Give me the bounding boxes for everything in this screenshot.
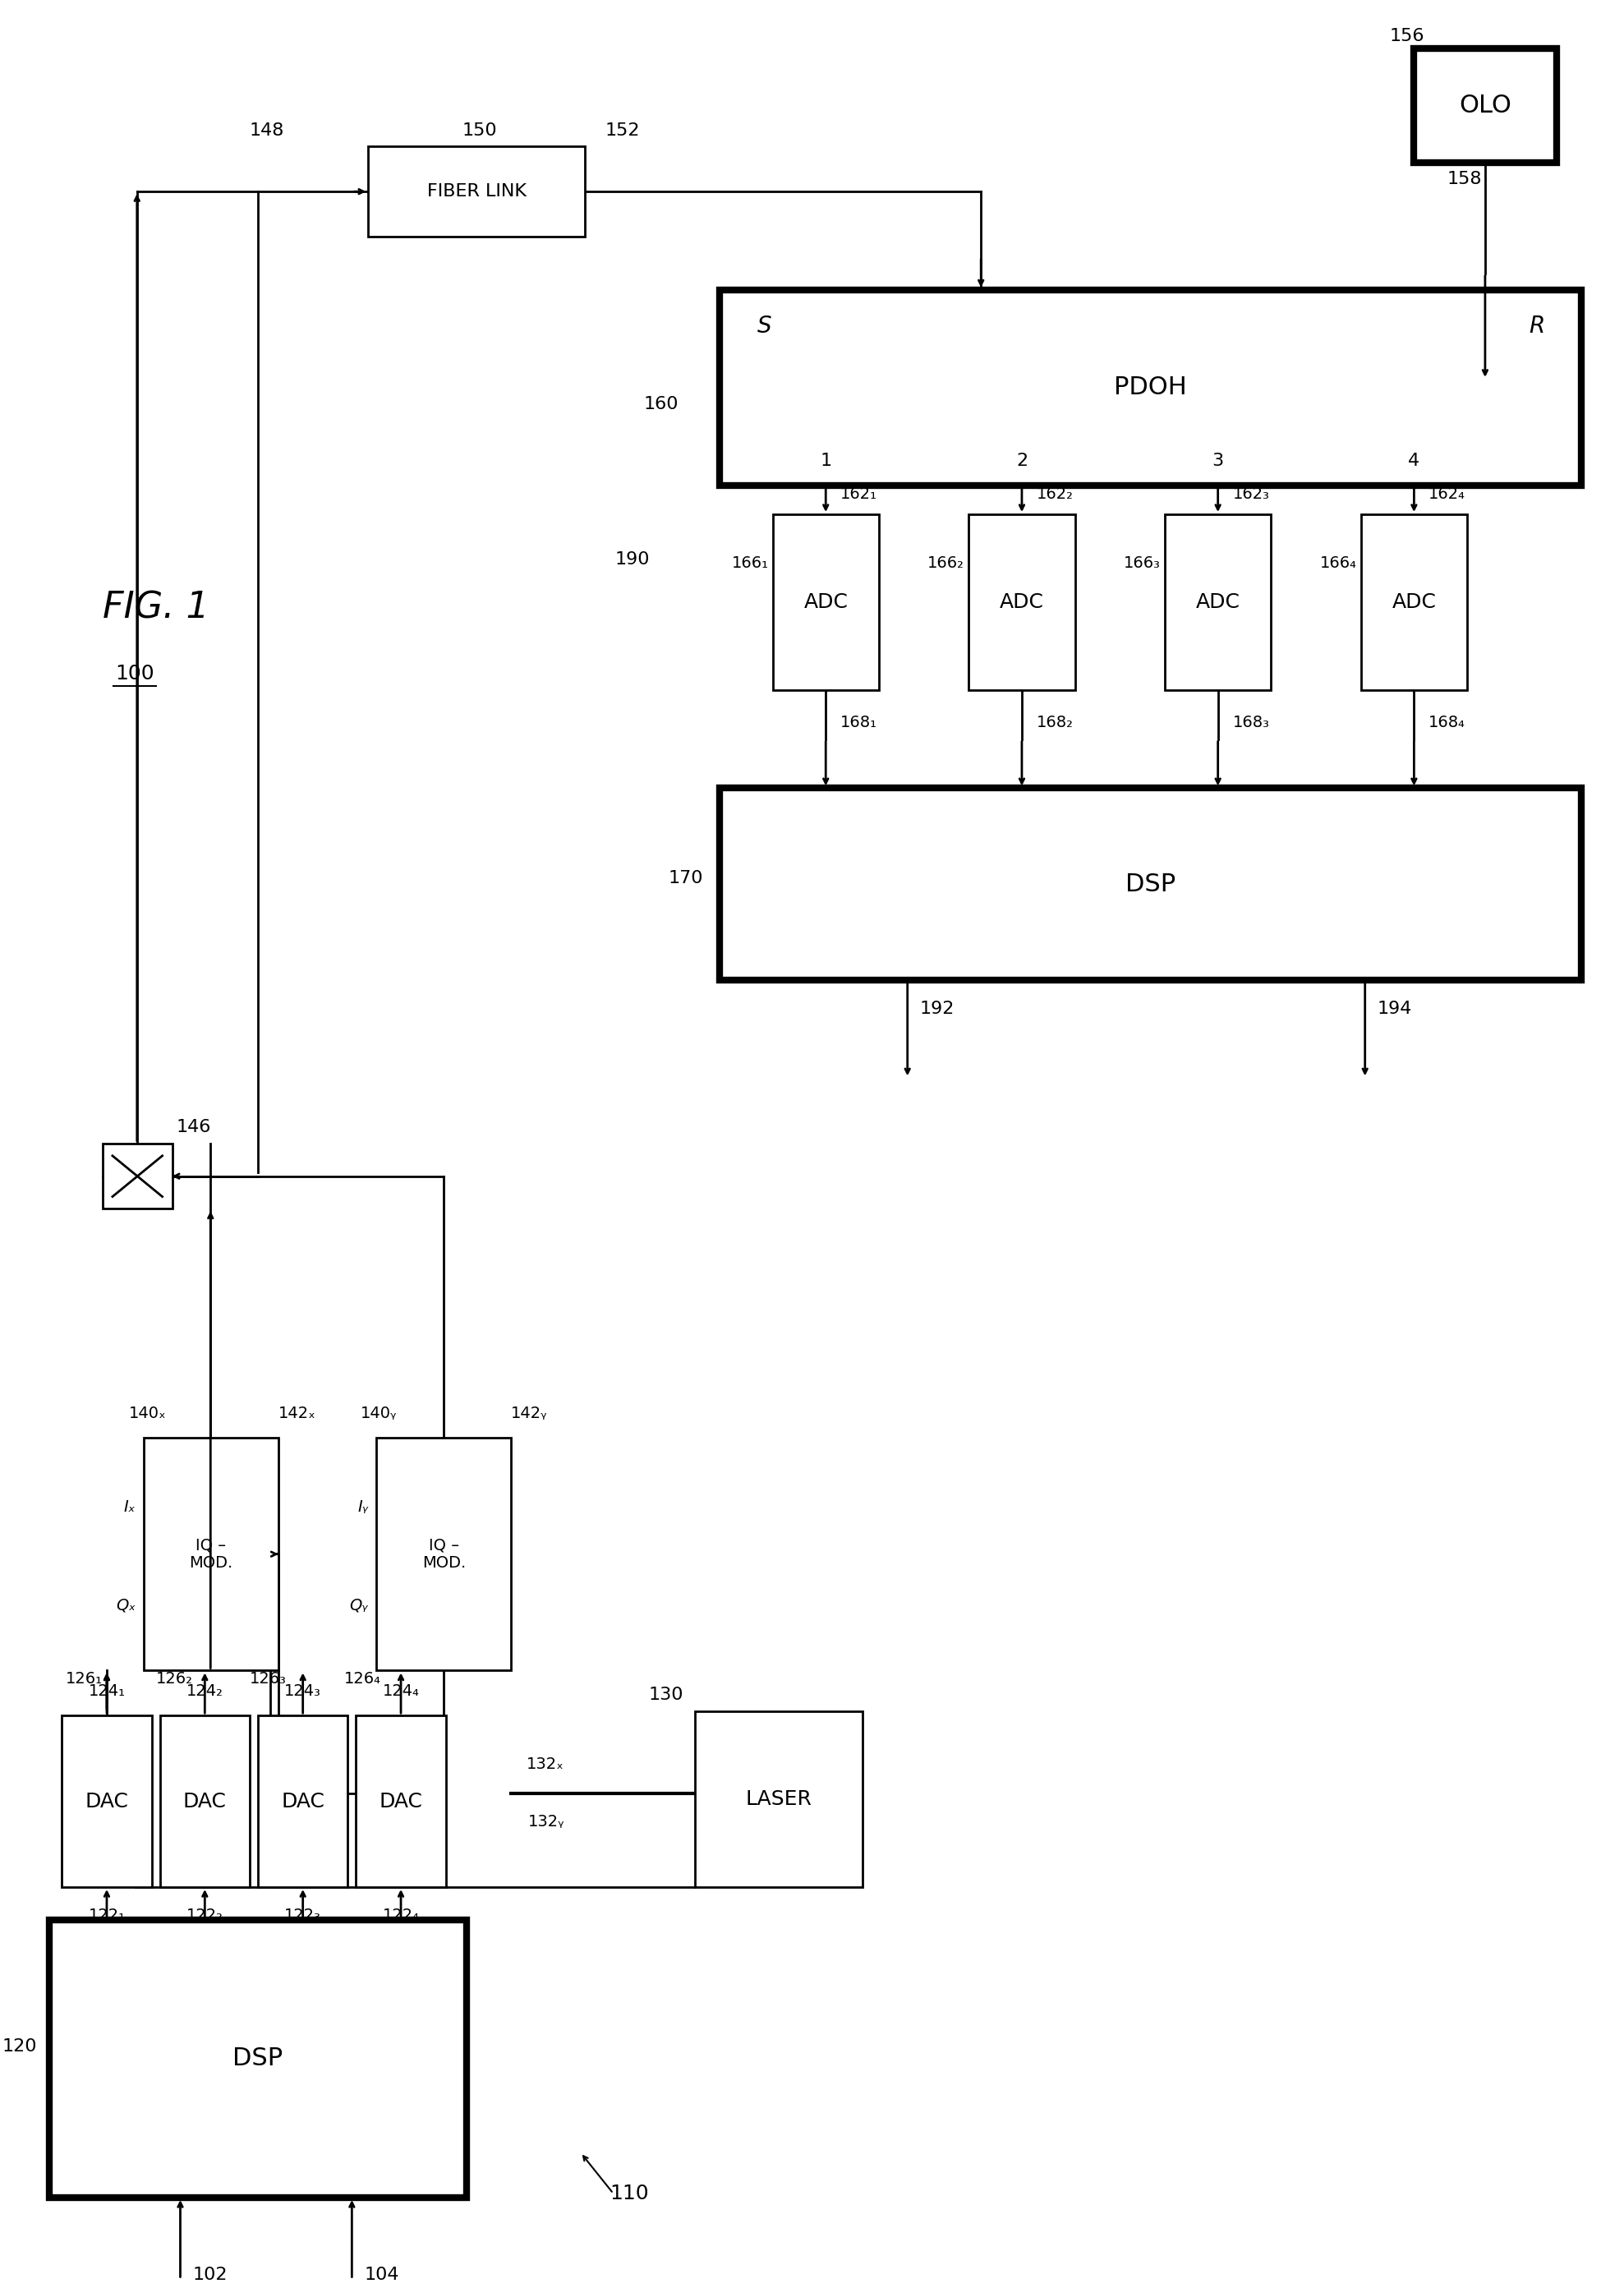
Text: 110: 110: [611, 2183, 650, 2203]
Text: DAC: DAC: [281, 1792, 325, 1812]
Text: DAC: DAC: [184, 1792, 226, 1812]
Text: ADC: ADC: [1392, 593, 1436, 611]
Text: 156: 156: [1390, 27, 1424, 43]
Text: ADC: ADC: [1195, 593, 1241, 611]
Text: 124₃: 124₃: [284, 1684, 322, 1698]
Text: 162₃: 162₃: [1233, 485, 1270, 501]
Text: 168₃: 168₃: [1233, 714, 1270, 730]
Bar: [258, 1716, 348, 1888]
Text: Qᵧ: Qᵧ: [349, 1597, 369, 1613]
Text: 166₂: 166₂: [927, 556, 965, 572]
Text: 122₂: 122₂: [187, 1908, 222, 1924]
Text: Iᵧ: Iᵧ: [357, 1499, 369, 1515]
Text: DSP: DSP: [1125, 872, 1176, 897]
Text: FIG. 1: FIG. 1: [102, 590, 209, 627]
Bar: [50, 1920, 466, 2196]
Text: 146: 146: [177, 1119, 211, 1135]
Text: 162₂: 162₂: [1036, 485, 1073, 501]
Text: 120: 120: [2, 2039, 37, 2055]
Text: 3: 3: [1212, 453, 1224, 469]
Text: 152: 152: [606, 121, 640, 140]
Bar: [1361, 515, 1466, 691]
Text: 130: 130: [648, 1686, 684, 1702]
Bar: [1164, 515, 1272, 691]
Text: ADC: ADC: [804, 593, 848, 611]
Text: 168₁: 168₁: [841, 714, 877, 730]
Text: LASER: LASER: [745, 1789, 812, 1810]
Text: 160: 160: [643, 396, 679, 412]
Text: IQ –
MOD.: IQ – MOD.: [188, 1538, 232, 1572]
Text: 142ₓ: 142ₓ: [278, 1405, 317, 1421]
Text: 124₂: 124₂: [187, 1684, 222, 1698]
Text: 168₄: 168₄: [1429, 714, 1465, 730]
Text: 140ₓ: 140ₓ: [128, 1405, 166, 1421]
Text: OLO: OLO: [1460, 94, 1512, 117]
Text: 126₂: 126₂: [156, 1670, 193, 1686]
Text: 170: 170: [669, 869, 703, 885]
Text: 100: 100: [115, 664, 154, 684]
Text: ADC: ADC: [1000, 593, 1044, 611]
Text: 1: 1: [820, 453, 831, 469]
Bar: [719, 787, 1582, 979]
Text: Qₓ: Qₓ: [115, 1597, 135, 1613]
Bar: [719, 291, 1582, 485]
Text: 132ₓ: 132ₓ: [526, 1757, 564, 1773]
Text: FIBER LINK: FIBER LINK: [427, 183, 526, 199]
Text: 148: 148: [250, 121, 284, 140]
Text: 102: 102: [193, 2267, 227, 2283]
Text: 166₃: 166₃: [1124, 556, 1161, 572]
Text: 150: 150: [463, 121, 497, 140]
Text: 126₄: 126₄: [344, 1670, 380, 1686]
Bar: [356, 1716, 447, 1888]
Bar: [377, 1437, 512, 1670]
Text: 122₄: 122₄: [383, 1908, 419, 1924]
Text: S: S: [757, 316, 771, 339]
Text: 126₃: 126₃: [250, 1670, 286, 1686]
Text: 124₄: 124₄: [383, 1684, 419, 1698]
Text: 168₂: 168₂: [1036, 714, 1073, 730]
Text: R: R: [1528, 316, 1544, 339]
Text: DAC: DAC: [378, 1792, 422, 1812]
Text: DAC: DAC: [84, 1792, 128, 1812]
Text: 190: 190: [615, 551, 650, 567]
Text: 4: 4: [1408, 453, 1419, 469]
Text: 166₁: 166₁: [731, 556, 768, 572]
Bar: [970, 515, 1075, 691]
Text: 122₁: 122₁: [88, 1908, 125, 1924]
Bar: [369, 146, 585, 236]
Text: Iₓ: Iₓ: [123, 1499, 135, 1515]
Text: 194: 194: [1377, 1000, 1411, 1016]
Text: PDOH: PDOH: [1114, 375, 1187, 400]
Text: 192: 192: [919, 1000, 955, 1016]
Bar: [773, 515, 879, 691]
Bar: [102, 1144, 172, 1208]
Text: 140ᵧ: 140ᵧ: [361, 1405, 396, 1421]
Bar: [1415, 48, 1557, 162]
Bar: [159, 1716, 250, 1888]
Text: 162₄: 162₄: [1429, 485, 1465, 501]
Text: 166₄: 166₄: [1320, 556, 1356, 572]
Text: 104: 104: [364, 2267, 400, 2283]
Text: 158: 158: [1447, 172, 1481, 188]
Text: 2: 2: [1017, 453, 1028, 469]
Text: IQ –
MOD.: IQ – MOD.: [422, 1538, 466, 1572]
Bar: [62, 1716, 151, 1888]
Text: 124₁: 124₁: [88, 1684, 125, 1698]
Text: 132ᵧ: 132ᵧ: [528, 1814, 564, 1830]
Text: 162₁: 162₁: [841, 485, 877, 501]
Text: 126₁: 126₁: [67, 1670, 102, 1686]
Bar: [695, 1711, 862, 1888]
Text: 122₃: 122₃: [284, 1908, 322, 1924]
Text: DSP: DSP: [232, 2048, 283, 2071]
Bar: [143, 1437, 278, 1670]
Text: 142ᵧ: 142ᵧ: [512, 1405, 547, 1421]
